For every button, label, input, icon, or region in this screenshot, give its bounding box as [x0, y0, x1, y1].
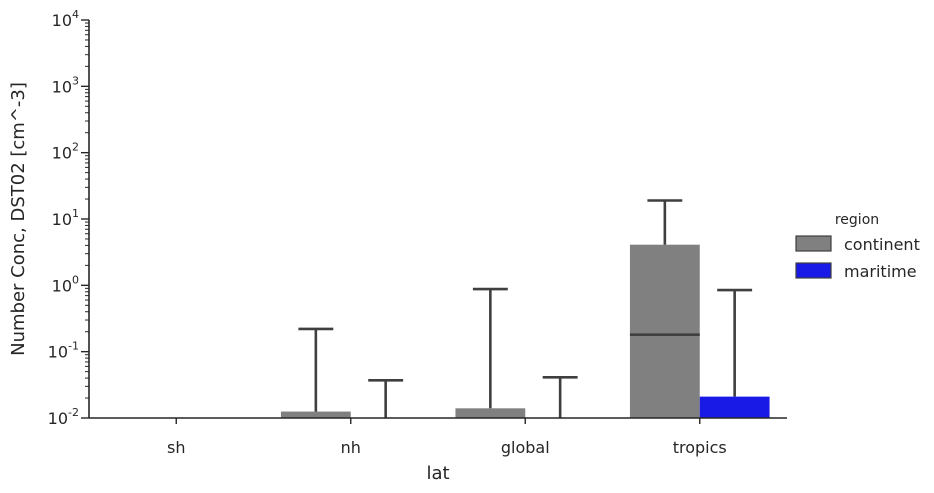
x-tick-label-global: global: [501, 438, 550, 457]
y-tick-label: 100: [52, 273, 79, 295]
y-tick-label: 10-2: [48, 406, 79, 428]
y-tick-label: 101: [52, 207, 79, 229]
x-tick-label-sh: sh: [167, 438, 185, 457]
legend: region continent maritime: [795, 212, 920, 281]
x-tick-label-tropics: tropics: [673, 438, 727, 457]
y-ticks: 10-2 10-1 100 101 102 103 104: [48, 8, 89, 428]
legend-label-continent: continent: [844, 235, 920, 254]
x-axis-title: lat: [426, 463, 449, 484]
legend-label-maritime: maritime: [844, 262, 917, 281]
x-tick-label-nh: nh: [341, 438, 361, 457]
bar-continent-nh: [280, 411, 351, 418]
y-axis-title: Number Conc, DST02 [cm^-3]: [8, 82, 29, 356]
y-tick-label: 103: [52, 74, 79, 96]
y-tick-label: 102: [52, 141, 79, 163]
bars-layer: [280, 199, 770, 418]
legend-swatch-maritime: [795, 262, 832, 279]
y-tick-label: 10-1: [48, 340, 79, 362]
bar-continent-tropics: [629, 244, 700, 418]
legend-swatch-continent: [795, 235, 832, 252]
legend-title: region: [835, 212, 879, 228]
bar-maritime-tropics: [699, 396, 770, 418]
bar-continent-global: [455, 408, 526, 418]
y-tick-label: 104: [52, 8, 79, 30]
x-ticks: sh nh global tropics: [167, 418, 727, 457]
